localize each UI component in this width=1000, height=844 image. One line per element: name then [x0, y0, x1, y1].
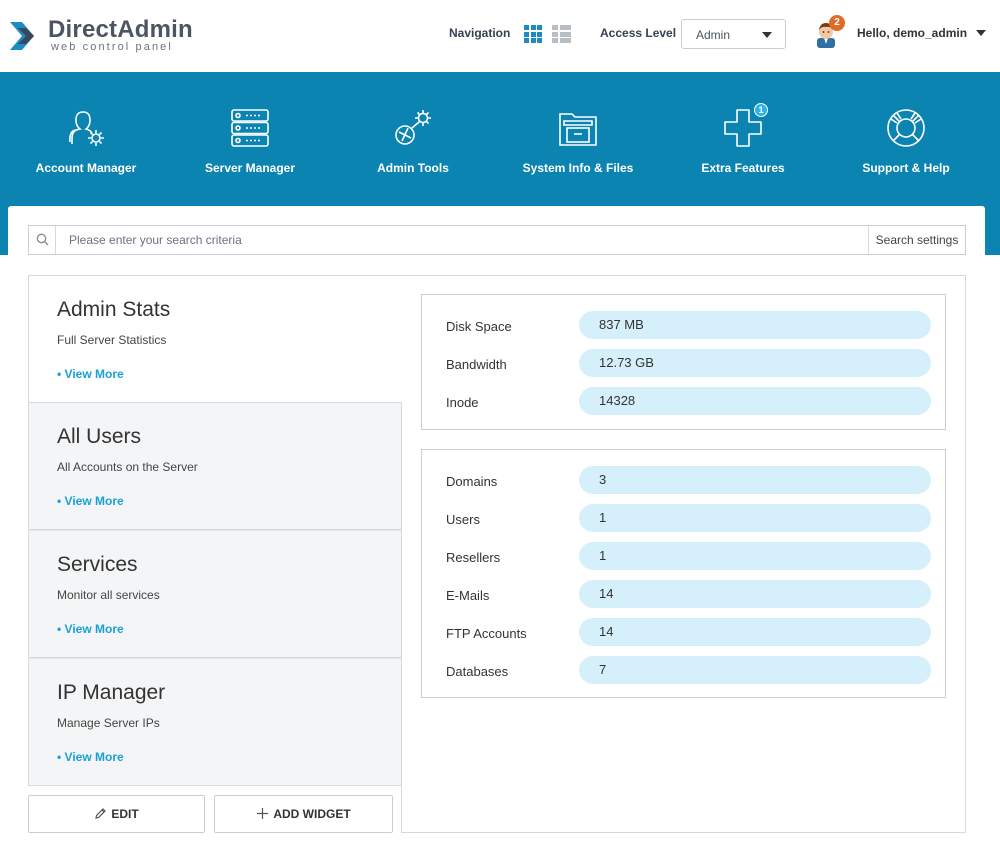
directadmin-logo[interactable]: DirectAdmin web control panel: [8, 16, 198, 56]
stat-label: FTP Accounts: [446, 626, 527, 641]
tools-icon: [395, 110, 431, 145]
stat-value: 3: [579, 466, 931, 494]
logo-chevron-icon: [10, 22, 34, 50]
menu-server-manager[interactable]: Server Manager: [170, 108, 330, 178]
stat-label: Users: [446, 512, 480, 527]
menu-support-help[interactable]: Support & Help: [826, 108, 986, 178]
plus-icon: [724, 109, 762, 147]
server-icon: [231, 109, 269, 147]
widget-description: Monitor all services: [57, 588, 160, 602]
widget-services[interactable]: Services Monitor all services • View Mor…: [28, 530, 402, 658]
menu-account-manager[interactable]: Account Manager: [6, 108, 166, 178]
view-more-link[interactable]: • View More: [57, 494, 124, 508]
stat-row-inode: Inode 14328: [422, 383, 945, 421]
stat-label: Inode: [446, 395, 479, 410]
menu-support-help-label: Support & Help: [862, 161, 950, 175]
widget-title: Admin Stats: [57, 298, 171, 321]
stat-row-resellers: Resellers 1: [422, 538, 945, 576]
stat-row-disk-space: Disk Space 837 MB: [422, 307, 945, 345]
stats-panel: [401, 275, 966, 833]
notification-badge[interactable]: 2: [829, 15, 845, 31]
stat-label: Disk Space: [446, 319, 512, 334]
menu-system-info-label: System Info & Files: [522, 161, 634, 175]
menu-admin-tools[interactable]: Admin Tools: [333, 108, 493, 178]
search-settings-button[interactable]: Search settings: [868, 226, 965, 254]
add-widget-button[interactable]: ADD WIDGET: [214, 795, 393, 833]
menu-admin-tools-label: Admin Tools: [377, 161, 449, 175]
edit-button-label: EDIT: [111, 807, 139, 821]
top-header: DirectAdmin web control panel Navigation…: [0, 0, 1000, 72]
widget-description: Manage Server IPs: [57, 716, 160, 730]
stat-label: Domains: [446, 474, 498, 489]
widget-ip-manager[interactable]: IP Manager Manage Server IPs • View More: [28, 658, 402, 786]
user-menu-greeting[interactable]: Hello, demo_admin: [857, 26, 968, 40]
menu-extra-features-label: Extra Features: [701, 161, 785, 175]
stat-row-domains: Domains 3: [422, 462, 945, 500]
pencil-icon: [95, 808, 107, 819]
widget-admin-stats[interactable]: Admin Stats Full Server Statistics • Vie…: [28, 275, 402, 403]
widget-title: Services: [57, 553, 138, 576]
search-icon: [36, 233, 49, 246]
stat-value: 1: [579, 542, 931, 570]
widget-title: All Users: [57, 425, 142, 448]
search-bar: Search settings: [28, 225, 966, 255]
stat-row-databases: Databases 7: [422, 652, 945, 690]
access-level-label: Access Level: [600, 26, 677, 40]
stat-value: 14: [579, 580, 931, 608]
stat-row-bandwidth: Bandwidth 12.73 GB: [422, 345, 945, 383]
list-view-icon[interactable]: [552, 25, 571, 43]
access-level-select[interactable]: Admin: [681, 19, 786, 49]
extra-features-badge: 1: [754, 103, 768, 117]
view-more-link[interactable]: • View More: [57, 367, 124, 381]
stat-value: 1: [579, 504, 931, 532]
folder-icon: [559, 113, 597, 146]
view-more-link[interactable]: • View More: [57, 622, 124, 636]
edit-button[interactable]: EDIT: [28, 795, 205, 833]
widget-title: IP Manager: [57, 681, 166, 704]
stat-value: 14: [579, 618, 931, 646]
widget-description: All Accounts on the Server: [57, 460, 198, 474]
count-stats-box: Domains 3 Users 1 Resellers 1 E-Mails 14…: [421, 449, 946, 698]
stat-row-ftp-accounts: FTP Accounts 14: [422, 614, 945, 652]
stat-label: E-Mails: [446, 588, 490, 603]
view-more-link[interactable]: • View More: [57, 750, 124, 764]
search-input[interactable]: [57, 226, 868, 254]
grid-view-icon[interactable]: [524, 25, 542, 43]
user-menu-chevron-icon[interactable]: [976, 30, 986, 36]
navigation-label: Navigation: [449, 26, 511, 40]
stat-label: Databases: [446, 664, 509, 679]
widget-all-users[interactable]: All Users All Accounts on the Server • V…: [28, 402, 402, 530]
menu-system-info-files[interactable]: System Info & Files: [498, 108, 658, 178]
plus-small-icon: [257, 808, 269, 819]
stat-row-users: Users 1: [422, 500, 945, 538]
stat-value: 7: [579, 656, 931, 684]
add-widget-button-label: ADD WIDGET: [273, 807, 351, 821]
usage-stats-box: Disk Space 837 MB Bandwidth 12.73 GB Ino…: [421, 294, 946, 430]
stat-row-emails: E-Mails 14: [422, 576, 945, 614]
menu-account-manager-label: Account Manager: [35, 161, 137, 175]
widget-list: Admin Stats Full Server Statistics • Vie…: [28, 275, 402, 786]
stat-value: 14328: [579, 387, 931, 415]
stat-value: 12.73 GB: [579, 349, 931, 377]
access-level-value: Admin: [696, 28, 731, 42]
stat-label: Resellers: [446, 550, 501, 565]
search-icon-box[interactable]: [29, 226, 56, 254]
stat-value: 837 MB: [579, 311, 931, 339]
menu-server-manager-label: Server Manager: [204, 161, 296, 175]
chevron-down-icon: [762, 32, 772, 38]
users-gear-icon: [69, 111, 104, 146]
logo-title: DirectAdmin: [48, 16, 193, 43]
menu-extra-features[interactable]: 1 Extra Features: [663, 103, 823, 178]
widget-description: Full Server Statistics: [57, 333, 167, 347]
stat-label: Bandwidth: [446, 357, 507, 372]
lifebuoy-icon: [887, 109, 925, 147]
logo-tagline: web control panel: [51, 41, 173, 53]
